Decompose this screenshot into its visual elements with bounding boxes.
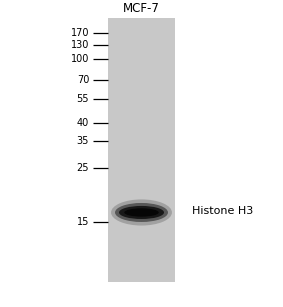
Ellipse shape bbox=[124, 208, 159, 217]
Ellipse shape bbox=[111, 200, 172, 226]
Text: 130: 130 bbox=[71, 40, 89, 50]
Text: 25: 25 bbox=[77, 163, 89, 173]
Text: 15: 15 bbox=[77, 217, 89, 227]
Text: 35: 35 bbox=[77, 136, 89, 146]
Ellipse shape bbox=[115, 203, 168, 222]
Text: MCF-7: MCF-7 bbox=[123, 2, 160, 15]
Text: 170: 170 bbox=[71, 28, 89, 38]
Text: 55: 55 bbox=[77, 94, 89, 104]
Bar bbox=[108, 18, 175, 282]
Text: 70: 70 bbox=[77, 76, 89, 85]
Text: 40: 40 bbox=[77, 118, 89, 128]
Ellipse shape bbox=[119, 206, 164, 219]
Text: 100: 100 bbox=[71, 54, 89, 64]
Text: Histone H3: Histone H3 bbox=[192, 206, 254, 216]
